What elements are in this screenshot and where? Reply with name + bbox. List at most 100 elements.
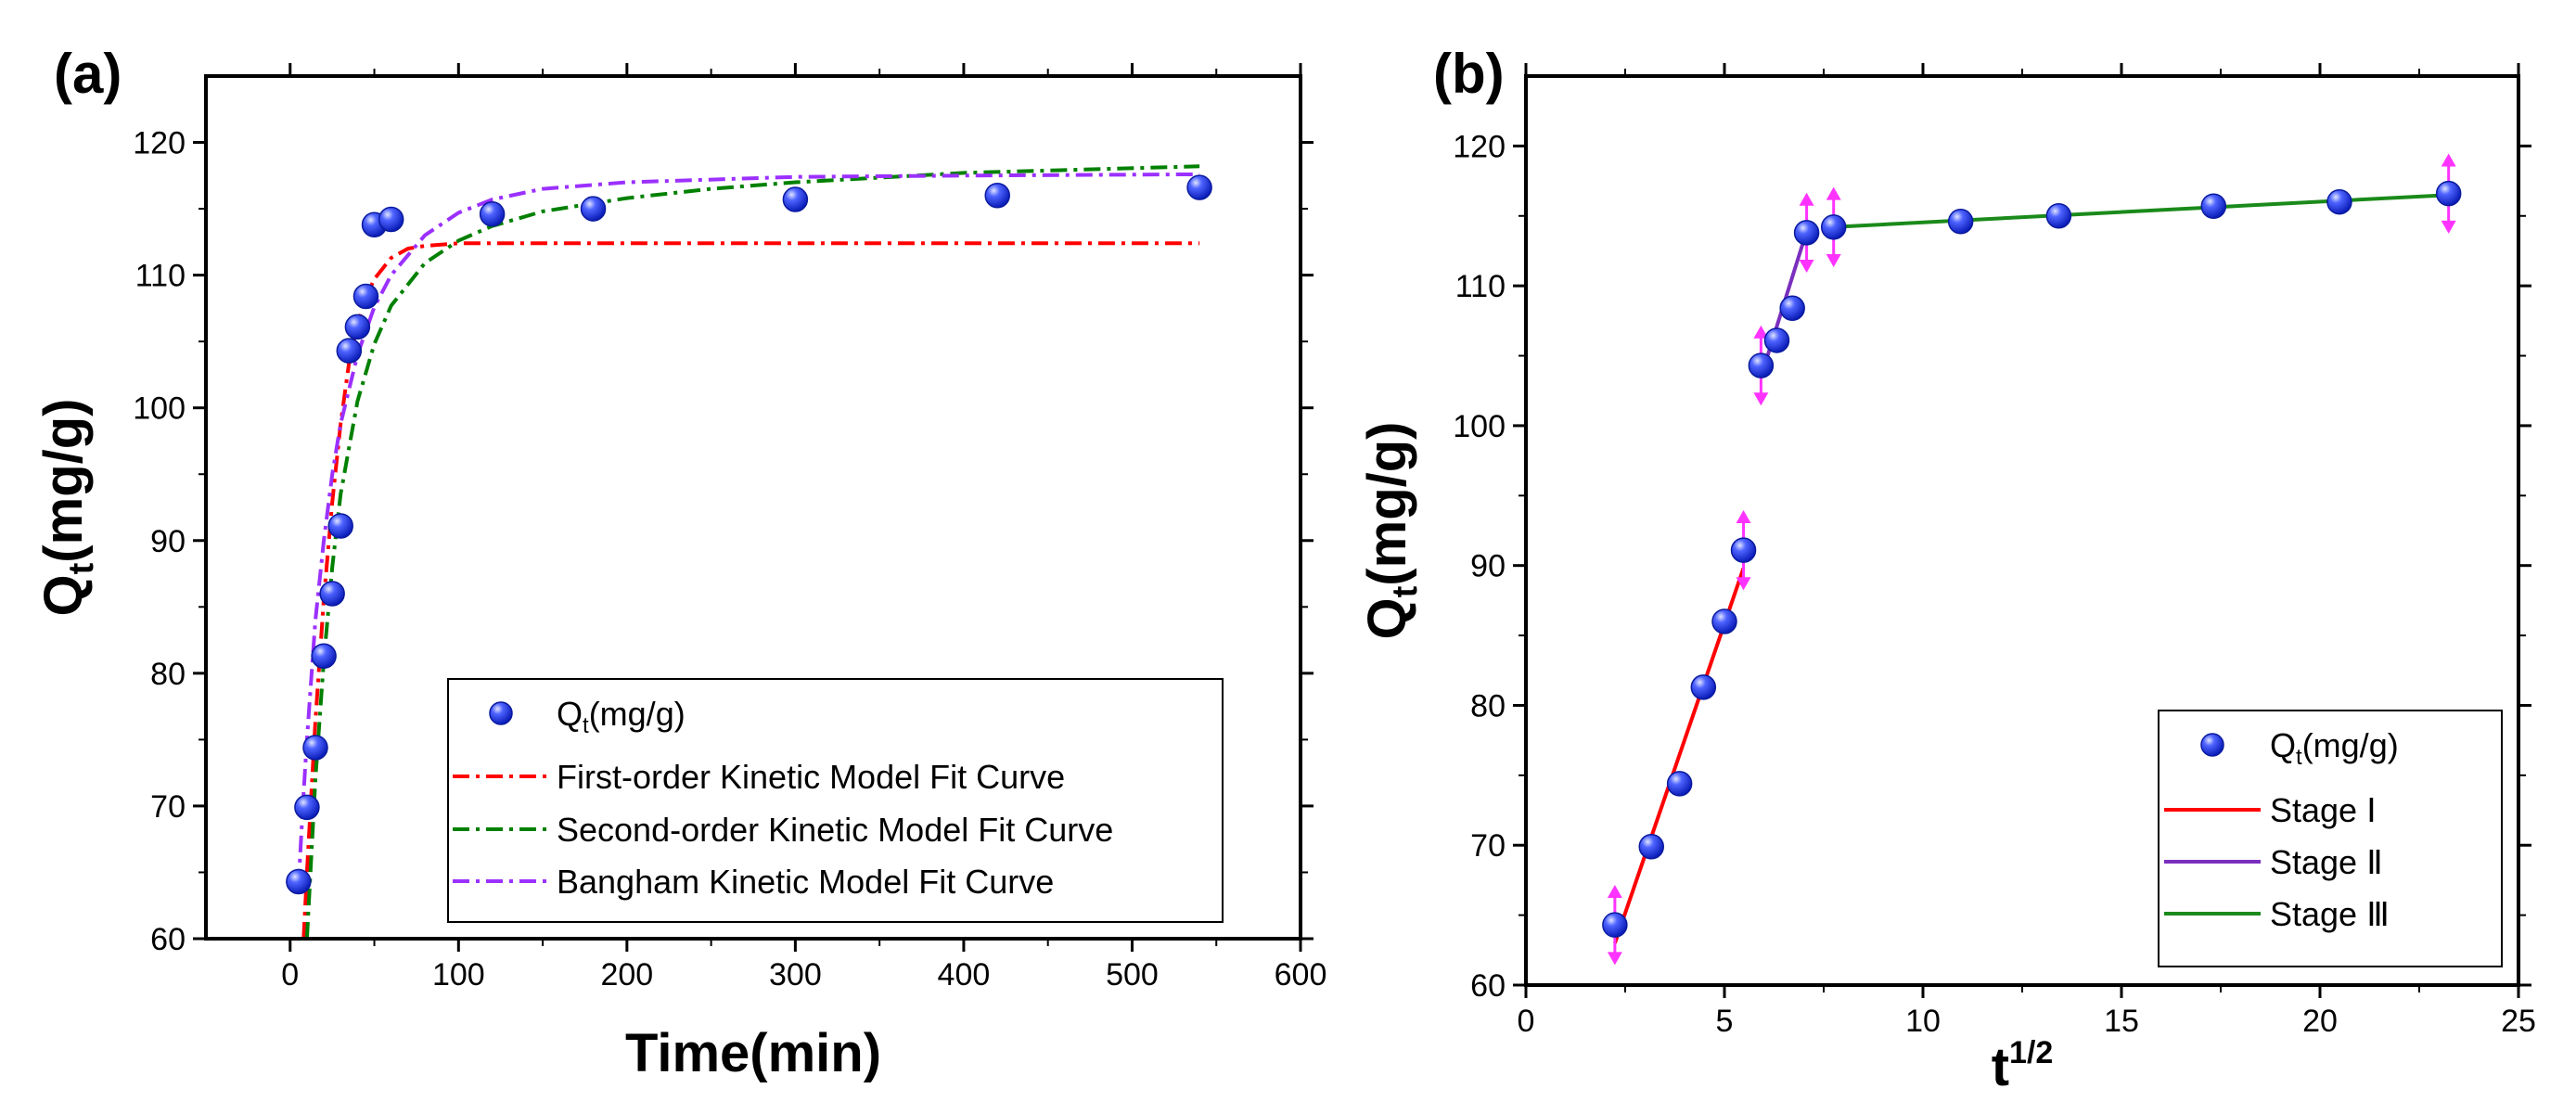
panel-a-legend: Qt(mg/g) First-order Kinetic Model Fit C… <box>447 678 1224 923</box>
panel-b-data-point <box>1666 771 1693 797</box>
panel-b-legend-label-stage-1: Stage Ⅰ <box>2270 791 2377 829</box>
panel-b-y-tick-label: 110 <box>1455 269 1506 304</box>
panel-b-error-arrow-down <box>1799 260 1814 274</box>
panel-a-y-tick-label: 60 <box>150 922 186 957</box>
panel-b-data-point <box>1602 912 1628 938</box>
panel-b-legend-marker <box>2200 733 2224 757</box>
panel-a-legend-label-first-order: First-order Kinetic Model Fit Curve <box>557 758 1065 796</box>
panel-b-data-point <box>1730 537 1757 563</box>
panel-a-label: (a) <box>54 43 122 105</box>
panel-b-data-point <box>1690 674 1717 700</box>
panel-b-data-point <box>1711 608 1737 634</box>
panel-b-legend-points-label: Qt(mg/g) <box>2270 726 2399 770</box>
panel-a-plot-frame <box>204 74 1302 941</box>
panel-b-y-tick-label: 100 <box>1453 409 1506 444</box>
panel-b-ticks: 0 5 10 15 20 25 60 70 80 90 100 110 120 <box>1453 63 2536 1039</box>
panel-a-x-tick-label: 0 <box>281 957 299 992</box>
panel-b-x-tick-label: 25 <box>2501 1004 2536 1039</box>
panel-a-x-tick-label: 500 <box>1106 957 1159 992</box>
panel-a-data-point <box>580 196 607 222</box>
panel-a-data-point <box>984 183 1010 209</box>
panel-a-x-tick-label: 200 <box>600 957 653 992</box>
panel-a-x-tick-label: 600 <box>1275 957 1327 992</box>
panel-a-data-point <box>352 283 379 310</box>
panel-b-legend-label-stage-2: Stage Ⅱ <box>2270 843 2383 881</box>
panel-b-x-tick-label: 20 <box>2302 1004 2338 1039</box>
panel-a-data-point <box>311 643 337 669</box>
panel-b-data-point <box>1763 327 1790 353</box>
panel-b-series-line-3 <box>1833 193 2449 229</box>
panel-b-x-tick-label: 10 <box>1905 1004 1941 1039</box>
panel-a-y-tick-label: 120 <box>133 126 186 161</box>
panel-b-error-arrow-up <box>1826 186 1841 200</box>
panel-b-x-tick-label: 0 <box>1518 1004 1535 1039</box>
panel-b-error-arrow-down <box>1753 392 1769 406</box>
panel-b: (b) 0 5 10 15 20 25 60 70 80 90 100 110 120 t1/2 Qt(… <box>1357 43 2536 1097</box>
panel-b-data-point <box>2435 180 2462 207</box>
panel-b-legend-label-stage-3: Stage Ⅲ <box>2270 895 2390 933</box>
panel-b-error-arrow-up <box>1753 325 1769 339</box>
panel-b-error-arrow-up <box>1736 509 1751 523</box>
panel-a-marks <box>286 164 1212 940</box>
panel-b-data-point <box>1820 214 1847 240</box>
panel-b-y-tick-label: 90 <box>1470 549 1506 584</box>
panel-b-error-arrow-down <box>1736 577 1751 591</box>
panel-b-label: (b) <box>1433 43 1505 105</box>
panel-b-marks <box>1602 153 2462 966</box>
panel-a-x-tick-label: 100 <box>432 957 485 992</box>
panel-b-data-point <box>2045 203 2072 229</box>
panel-a-legend-marker <box>489 701 513 725</box>
panel-a-y-tick-label: 90 <box>150 524 186 559</box>
panel-b-error-arrow-up <box>1607 885 1622 898</box>
panel-b-x-tick-label: 5 <box>1716 1004 1734 1039</box>
panel-a-data-point <box>286 868 312 895</box>
panel-a-y-tick-label: 100 <box>133 391 186 427</box>
panel-a-y-tick-label: 70 <box>150 789 186 825</box>
panel-a-x-axis-title: Time(min) <box>625 1023 881 1083</box>
panel-a-data-point <box>378 206 404 233</box>
panel-b-error-arrow-up <box>2441 153 2456 167</box>
panel-b-x-tick-label: 15 <box>2104 1004 2139 1039</box>
panel-a-data-point <box>782 186 809 212</box>
panel-b-data-point <box>1947 209 1974 235</box>
panel-b-error-arrow-down <box>1607 952 1622 966</box>
panel-b-error-arrow-down <box>2441 220 2456 234</box>
panel-b-error-arrow-up <box>1799 192 1814 206</box>
panel-a-ticks: 0 100 200 300 400 500 600 60 70 80 90 100 110 120 <box>133 63 1326 992</box>
panel-b-legend: Qt(mg/g) Stage Ⅰ Stage Ⅱ Stage Ⅲ <box>2158 710 2503 967</box>
panel-a-y-tick-label: 80 <box>150 657 186 692</box>
panel-b-data-point <box>2200 193 2227 219</box>
panel-b-y-tick-label: 80 <box>1470 688 1506 723</box>
panel-b-data-point <box>2326 188 2352 215</box>
panel-b-y-tick-label: 120 <box>1453 129 1506 164</box>
panel-b-data-point <box>1638 833 1664 860</box>
panel-b-x-axis-title: t1/2 <box>1992 1035 2054 1097</box>
panel-a-x-tick-label: 300 <box>769 957 822 992</box>
panel-b-y-title-unit: (mg/g) <box>1357 422 1417 586</box>
panel-b-data-point <box>1748 352 1775 378</box>
panel-a-series-line-3 <box>296 172 1200 886</box>
panel-a: (a) 0 100 200 300 400 500 600 60 70 80 90 100 110 120… <box>33 43 1326 1083</box>
panel-a-y-title-main: Q <box>33 574 94 616</box>
panel-a-data-point <box>327 513 353 539</box>
panel-a-data-point <box>1186 174 1212 200</box>
panel-b-y-title-sub: t <box>1386 585 1425 597</box>
panel-b-data-point <box>1779 295 1805 322</box>
panel-b-y-axis-title: Qt(mg/g) <box>1357 422 1425 640</box>
panel-a-data-point <box>344 314 371 340</box>
panel-a-x-tick-label: 400 <box>938 957 991 992</box>
panel-a-legend-box <box>447 678 1224 923</box>
panel-a-data-point <box>302 735 328 761</box>
panel-b-y-title-main: Q <box>1357 597 1417 639</box>
panel-a-legend-label-second-order: Second-order Kinetic Model Fit Curve <box>557 811 1113 849</box>
panel-a-legend-points-label: Qt(mg/g) <box>557 695 686 738</box>
panel-a-legend-label-bangham: Bangham Kinetic Model Fit Curve <box>557 863 1054 901</box>
panel-b-y-tick-label: 60 <box>1470 968 1506 1004</box>
panel-a-y-title-unit: (mg/g) <box>33 399 94 563</box>
panel-b-data-point <box>1793 220 1820 246</box>
panel-a-y-axis-title: Qt(mg/g) <box>33 399 101 617</box>
panel-a-y-title-sub: t <box>62 562 101 574</box>
panel-b-error-arrow-down <box>1826 254 1841 267</box>
panel-a-data-point <box>294 794 320 821</box>
